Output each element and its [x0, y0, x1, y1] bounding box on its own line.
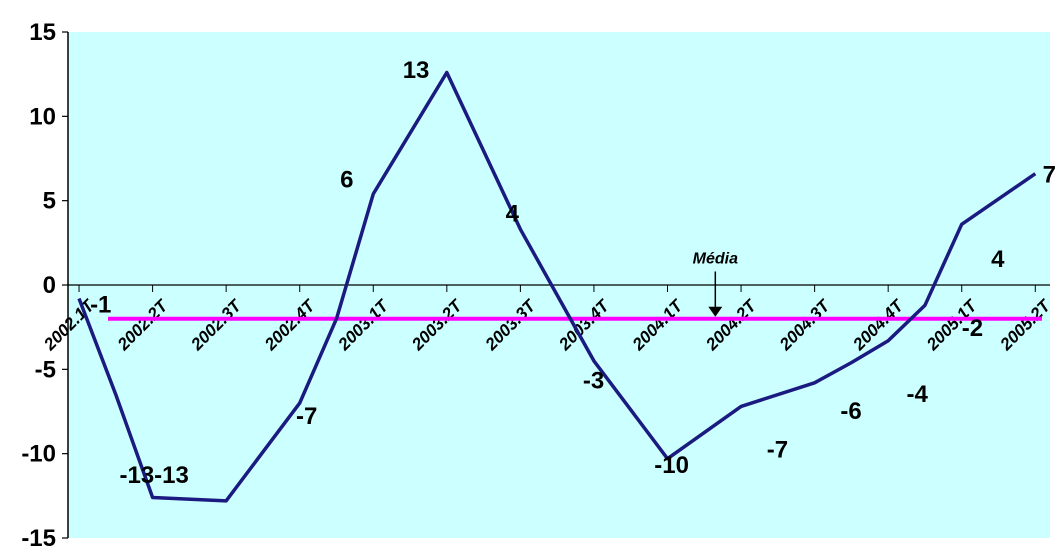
y-tick-label: 5: [43, 188, 56, 215]
data-label: -6: [840, 398, 861, 425]
data-label: 6: [340, 167, 353, 194]
data-label: -1: [90, 292, 111, 319]
data-label: -4: [907, 381, 929, 408]
data-label: -13-13: [119, 462, 188, 489]
average-arrow-head: [708, 306, 723, 317]
data-label: -7: [296, 403, 317, 430]
series-line: [77, 70, 1037, 503]
y-tick-labels: 15 10 5 0 -5 -10 -15: [21, 19, 56, 551]
y-tick-label: -10: [21, 441, 56, 468]
data-labels: -1 -13-13 -7 6 13 4 -3 -10 -7 -6 -4 -2 4 7: [90, 57, 1056, 489]
data-label: 13: [403, 57, 430, 84]
average-line-group: Média: [108, 251, 1042, 321]
axes: [62, 31, 1050, 539]
data-label: -7: [767, 437, 788, 464]
y-tick-label: -5: [35, 356, 56, 383]
y-tick-label: 15: [29, 19, 56, 46]
data-label: 4: [991, 246, 1005, 273]
data-label: 4: [506, 200, 520, 227]
data-label: 7: [1043, 162, 1056, 189]
data-label: -3: [583, 367, 604, 394]
y-tick-label: 10: [29, 103, 56, 130]
data-label: -10: [654, 452, 689, 479]
series-layer: [77, 70, 1037, 503]
y-tick-label: 0: [43, 272, 56, 299]
y-tick-label: -15: [21, 525, 56, 551]
data-label: -2: [962, 315, 983, 342]
average-label: Média: [693, 251, 738, 268]
